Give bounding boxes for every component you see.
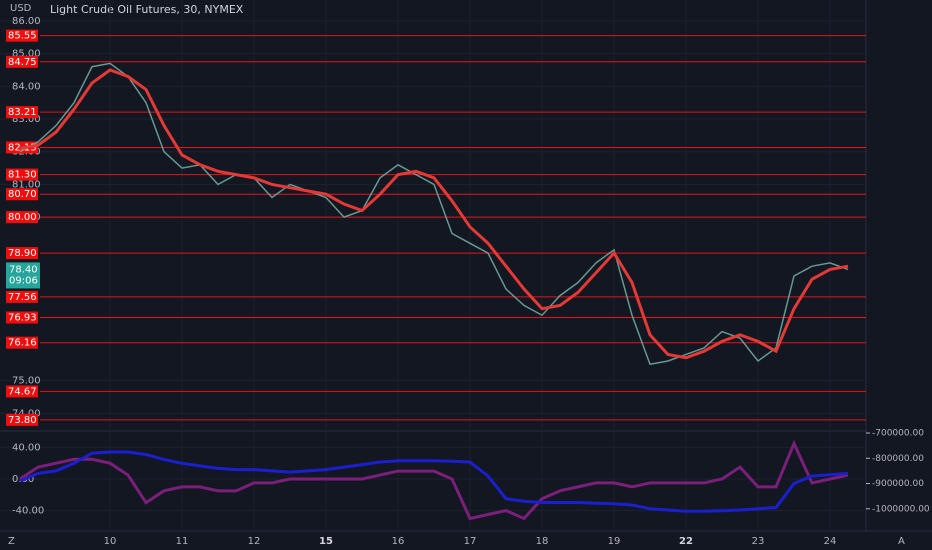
lower-tick-label: 40.00 (12, 442, 41, 453)
level-label: 81.30 (8, 170, 37, 181)
x-tick-label: 10 (104, 536, 117, 547)
level-box (6, 336, 38, 349)
level-box (6, 385, 38, 398)
y-tick-label: 75.00 (12, 376, 41, 387)
level-box (6, 188, 38, 201)
y2-tick-label: -800000.00 (872, 454, 924, 464)
y-tick-label: 81.00 (12, 179, 41, 190)
level-label: 76.16 (8, 338, 37, 349)
x-tick-label: 24 (824, 536, 837, 547)
x-tick-label: 11 (176, 536, 189, 547)
level-box (6, 290, 38, 303)
x-tick-label: 17 (464, 536, 477, 547)
button[interactable]: Z (8, 536, 15, 547)
x-tick-label: 16 (392, 536, 405, 547)
y-tick-label: 86.00 (12, 16, 41, 27)
level-box (6, 106, 38, 119)
level-box (6, 55, 38, 68)
last-price-box (6, 262, 40, 289)
level-box (6, 211, 38, 224)
x-tick-label: 15 (319, 536, 333, 547)
series-line (19, 68, 849, 360)
currency: USD (10, 3, 32, 14)
countdown: 09:06 (9, 275, 38, 286)
level-label: 73.80 (8, 415, 37, 426)
x-tick-label: 23 (752, 536, 765, 547)
y-tick-label: 74.00 (12, 408, 41, 419)
level-label: 77.56 (8, 292, 37, 303)
button[interactable]: A (898, 536, 905, 547)
series-line (19, 62, 849, 366)
level-box (6, 247, 38, 260)
level-label: 83.21 (8, 107, 37, 118)
y2-tick-label: -700000.00 (872, 429, 924, 439)
level-label: 76.93 (8, 313, 37, 324)
level-label: 80.00 (8, 212, 37, 223)
y-tick-label: 84.00 (12, 81, 41, 92)
level-label: 85.55 (8, 31, 37, 42)
x-tick-label: 22 (679, 536, 693, 547)
level-box (6, 311, 38, 324)
x-tick-label: 12 (248, 536, 261, 547)
x-tick-label: 18 (536, 536, 549, 547)
chart-title: Light Crude Oil Futures, 30, NYMEX (50, 3, 244, 16)
level-box (6, 168, 38, 181)
level-box (6, 413, 38, 426)
y-tick-label: 83.00 (12, 114, 41, 125)
series-line (19, 439, 849, 521)
y2-tick-label: -1000000.00 (872, 504, 930, 514)
level-label: 74.67 (8, 386, 37, 397)
lower-tick-label: -40.00 (12, 506, 44, 517)
x-tick-label: 19 (608, 536, 621, 547)
level-label: 78.90 (8, 248, 37, 259)
level-box (6, 29, 38, 42)
level-label: 80.70 (8, 189, 37, 200)
y-tick-label: 85.00 (12, 49, 41, 60)
series-line (19, 450, 849, 513)
y2-tick-label: -900000.00 (872, 479, 924, 489)
level-label: 84.75 (8, 57, 37, 68)
last-price-label: 78.40 (9, 264, 38, 275)
